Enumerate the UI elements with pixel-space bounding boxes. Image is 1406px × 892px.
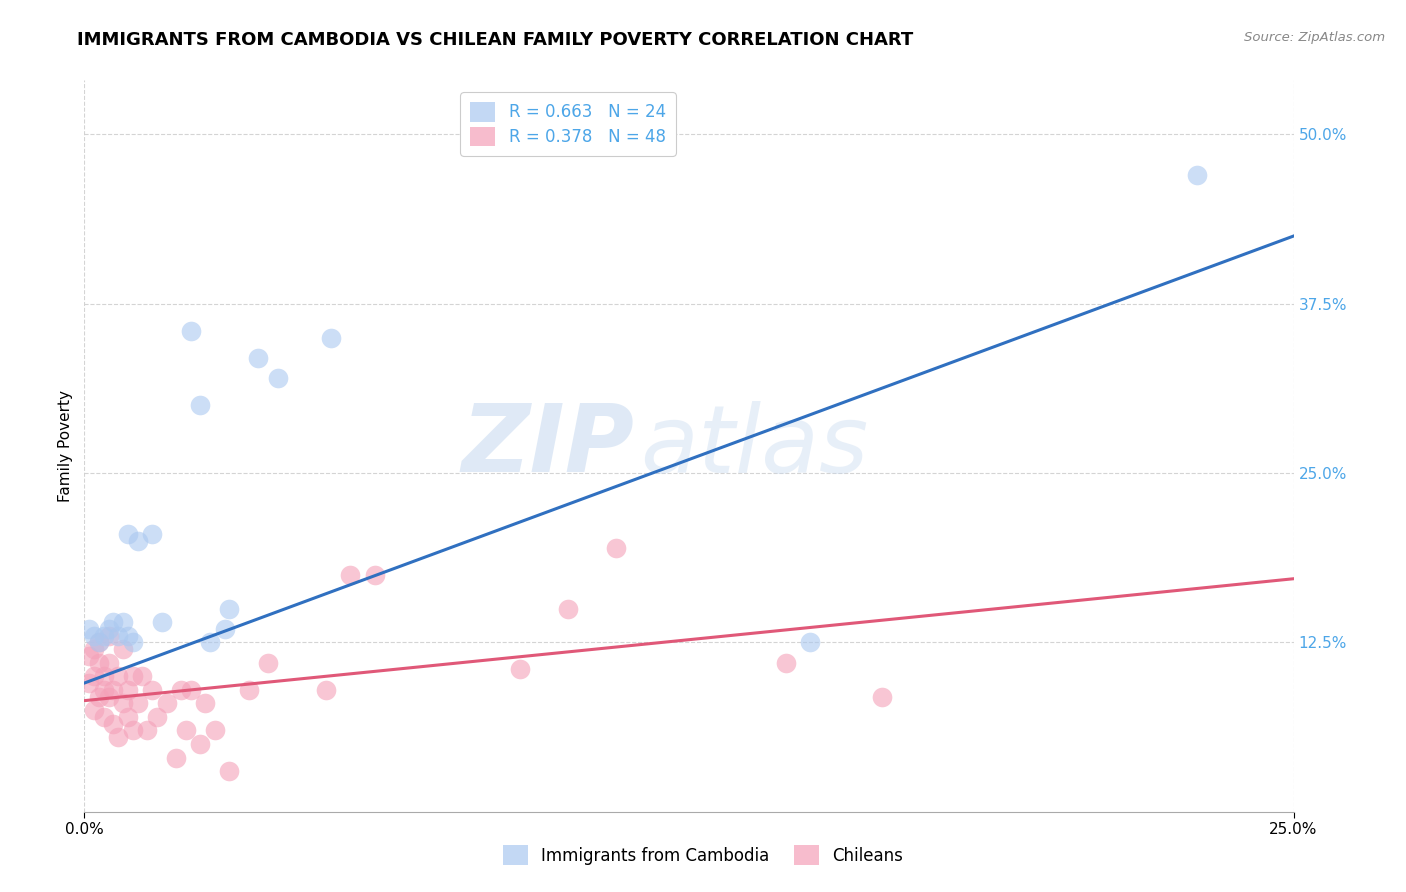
Point: [557, 601, 579, 615]
Point: [77, 648, 100, 663]
Y-axis label: Family Poverty: Family Poverty: [58, 390, 73, 502]
Point: [83, 629, 105, 643]
Point: [775, 656, 797, 670]
Point: [194, 697, 217, 711]
Point: [112, 697, 135, 711]
Point: [117, 682, 139, 697]
Point: [112, 615, 135, 629]
Text: IMMIGRANTS FROM CAMBODIA VS CHILEAN FAMILY POVERTY CORRELATION CHART: IMMIGRANTS FROM CAMBODIA VS CHILEAN FAMI…: [77, 31, 914, 49]
Point: [214, 622, 236, 636]
Point: [872, 690, 894, 704]
Point: [605, 541, 627, 555]
Point: [127, 533, 149, 548]
Point: [121, 723, 143, 738]
Point: [127, 697, 149, 711]
Point: [247, 351, 270, 365]
Point: [180, 682, 202, 697]
Point: [131, 669, 153, 683]
Point: [87, 656, 110, 670]
Point: [103, 716, 125, 731]
Point: [190, 737, 212, 751]
Point: [97, 622, 120, 636]
Point: [97, 629, 120, 643]
Point: [83, 669, 105, 683]
Point: [509, 663, 531, 677]
Point: [339, 567, 361, 582]
Legend: Immigrants from Cambodia, Chileans: Immigrants from Cambodia, Chileans: [495, 837, 911, 873]
Point: [146, 710, 169, 724]
Point: [170, 682, 193, 697]
Point: [190, 398, 212, 412]
Point: [107, 669, 129, 683]
Point: [112, 642, 135, 657]
Point: [238, 682, 260, 697]
Point: [121, 635, 143, 649]
Point: [93, 710, 115, 724]
Point: [141, 527, 163, 541]
Point: [155, 697, 177, 711]
Point: [97, 656, 120, 670]
Point: [107, 629, 129, 643]
Point: [117, 527, 139, 541]
Point: [117, 710, 139, 724]
Point: [180, 324, 202, 338]
Point: [107, 730, 129, 744]
Legend: R = 0.663   N = 24, R = 0.378   N = 48: R = 0.663 N = 24, R = 0.378 N = 48: [460, 92, 676, 156]
Point: [218, 764, 240, 778]
Point: [103, 682, 125, 697]
Point: [1185, 168, 1208, 182]
Point: [204, 723, 226, 738]
Point: [198, 635, 221, 649]
Point: [150, 615, 173, 629]
Point: [121, 669, 143, 683]
Text: Source: ZipAtlas.com: Source: ZipAtlas.com: [1244, 31, 1385, 45]
Point: [83, 703, 105, 717]
Text: atlas: atlas: [641, 401, 869, 491]
Point: [97, 690, 120, 704]
Point: [174, 723, 197, 738]
Point: [87, 635, 110, 649]
Point: [165, 750, 187, 764]
Point: [267, 371, 290, 385]
Point: [799, 635, 821, 649]
Point: [363, 567, 385, 582]
Text: ZIP: ZIP: [461, 400, 634, 492]
Point: [87, 690, 110, 704]
Point: [93, 682, 115, 697]
Point: [77, 676, 100, 690]
Point: [93, 669, 115, 683]
Point: [319, 331, 342, 345]
Point: [83, 642, 105, 657]
Point: [315, 682, 337, 697]
Point: [103, 615, 125, 629]
Point: [257, 656, 280, 670]
Point: [117, 629, 139, 643]
Point: [218, 601, 240, 615]
Point: [141, 682, 163, 697]
Point: [87, 635, 110, 649]
Point: [136, 723, 159, 738]
Point: [93, 629, 115, 643]
Point: [77, 622, 100, 636]
